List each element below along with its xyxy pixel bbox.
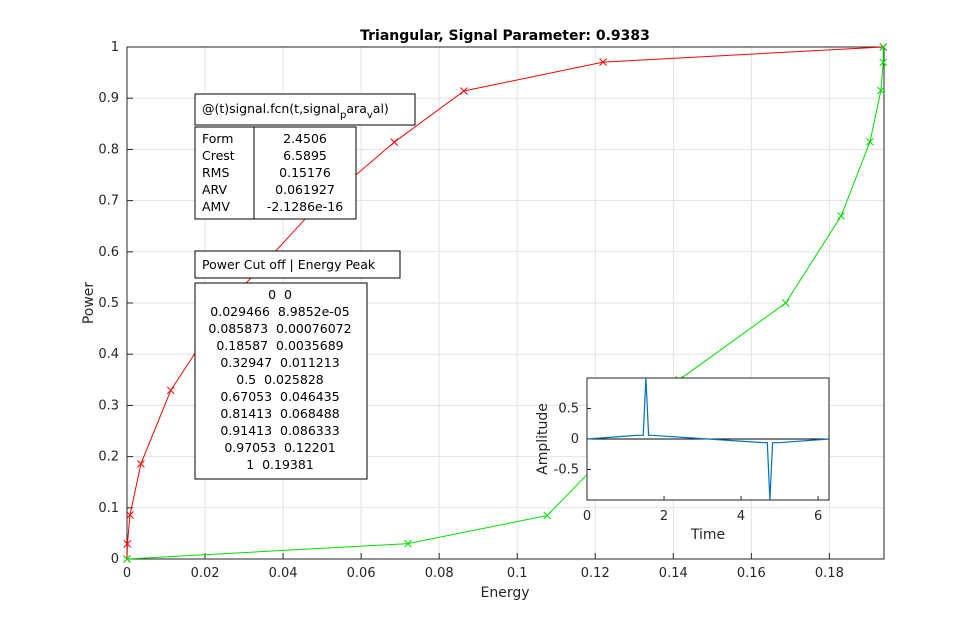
x-tick-label: 0.12 [581, 566, 610, 581]
inset-x-tick-label: 2 [660, 509, 668, 524]
series-2-point [404, 539, 412, 548]
cutoff-box-header-frame [194, 250, 401, 279]
series-2-point [837, 212, 845, 220]
series-1-point [460, 87, 468, 95]
x-tick-label: 0 [123, 566, 131, 581]
x-tick-label: 0.04 [269, 566, 298, 581]
stats-value: -2.1286e-16 [267, 199, 343, 214]
y-axis-label: Power [81, 282, 97, 325]
cutoff-row: 0.32947 0.011213 [220, 355, 339, 370]
y-tick-label: 0 [111, 552, 119, 567]
y-tick-label: 0.2 [98, 450, 119, 465]
x-tick-label: 0.06 [347, 566, 376, 581]
stats-box-value-frame [253, 126, 357, 220]
series-2-point [781, 299, 790, 307]
cutoff-row: 0.18587 0.0035689 [216, 338, 343, 353]
series-2-point [879, 58, 888, 67]
cutoff-row: 0.085873 0.00076072 [208, 321, 351, 336]
cutoff-row: 0.97053 0.12201 [224, 440, 335, 455]
stats-value: 2.4506 [283, 131, 327, 146]
y-tick-label: 0.3 [98, 398, 119, 413]
series-1-point [126, 511, 134, 519]
series-1-point [166, 386, 175, 395]
x-tick-label: 0.02 [191, 566, 220, 581]
cutoff-box: Power Cut off | Energy Peak 0 0 0.029466 … [194, 250, 401, 480]
series-1-point [390, 138, 399, 147]
x-tick-label: 0.16 [737, 566, 766, 581]
stats-label: ARV [202, 182, 228, 197]
chart-title: Triangular, Signal Parameter: 0.9383 [360, 28, 650, 44]
series-2-point [866, 137, 874, 146]
y-tick-label: 0.7 [98, 194, 119, 209]
series-line-2 [126, 46, 884, 560]
series-2-point [879, 43, 888, 51]
stats-box: @(t)signal.fcn(t,signalparaval) Form 2.45… [194, 93, 416, 220]
cutoff-row: 0.67053 0.046435 [220, 389, 339, 404]
stats-label: RMS [202, 165, 229, 180]
stats-label: Form [202, 131, 234, 146]
y-tick-label: 1 [111, 40, 119, 55]
cutoff-row: 0.91413 0.086333 [220, 423, 339, 438]
x-axis-label: Energy [480, 585, 529, 601]
inset-y-tick-label: 0.5 [558, 402, 579, 417]
series-1-point [599, 58, 607, 66]
inset-y-label: Amplitude [535, 403, 551, 475]
series-2-point [543, 511, 552, 520]
inset-x-tick-label: 4 [737, 509, 745, 524]
stats-value: 6.5895 [283, 148, 327, 163]
stats-box-header-frame [194, 93, 416, 126]
series-1-point [137, 459, 145, 468]
cutoff-row: 1 0.19381 [246, 457, 314, 472]
cutoff-box-header: Power Cut off | Energy Peak [202, 257, 376, 272]
x-tick-label: 0.1 [507, 566, 528, 581]
cutoff-row: 0.029466 8.9852e-05 [210, 304, 349, 319]
stats-label: AMV [202, 199, 230, 214]
stats-value: 0.061927 [275, 182, 335, 197]
x-tick-label: 0.18 [815, 566, 844, 581]
y-tick-label: 0.1 [98, 501, 119, 516]
inset-y-tick-label: 0 [571, 432, 579, 447]
y-tick-label: 0.5 [98, 296, 119, 311]
cutoff-row: 0.81413 0.068488 [220, 406, 339, 421]
x-tick-label: 0.08 [425, 566, 454, 581]
stats-box-label-frame [194, 126, 255, 220]
stats-label: Crest [202, 148, 235, 163]
stats-value: 0.15176 [279, 165, 331, 180]
inset-signal-line [586, 377, 830, 501]
cutoff-box-table-frame [194, 282, 368, 480]
inset-chart: 0 2 4 6 -0.5 0 0.5 Time Amplitude [535, 377, 830, 543]
inset-series [586, 377, 830, 501]
x-tick-label: 0.14 [659, 566, 688, 581]
series-1-point [123, 540, 132, 548]
y-tick-label: 0.8 [98, 142, 119, 157]
inset-y-tick-label: -0.5 [554, 463, 579, 478]
y-tick-label: 0.9 [98, 91, 119, 106]
cutoff-row: 0.5 0.025828 [236, 372, 324, 387]
cutoff-row: 0 0 [268, 287, 292, 302]
series-2-point [123, 555, 131, 563]
y-tick-label: 0.4 [98, 347, 119, 362]
y-tick-label: 0.6 [98, 245, 119, 260]
inset-ticks: 0 2 4 6 -0.5 0 0.5 [554, 402, 823, 525]
series-2-point [877, 86, 885, 95]
inset-x-tick-label: 6 [814, 509, 822, 524]
inset-axes-box [586, 377, 830, 501]
inset-x-tick-label: 0 [583, 509, 591, 524]
inset-x-label: Time [690, 527, 725, 543]
